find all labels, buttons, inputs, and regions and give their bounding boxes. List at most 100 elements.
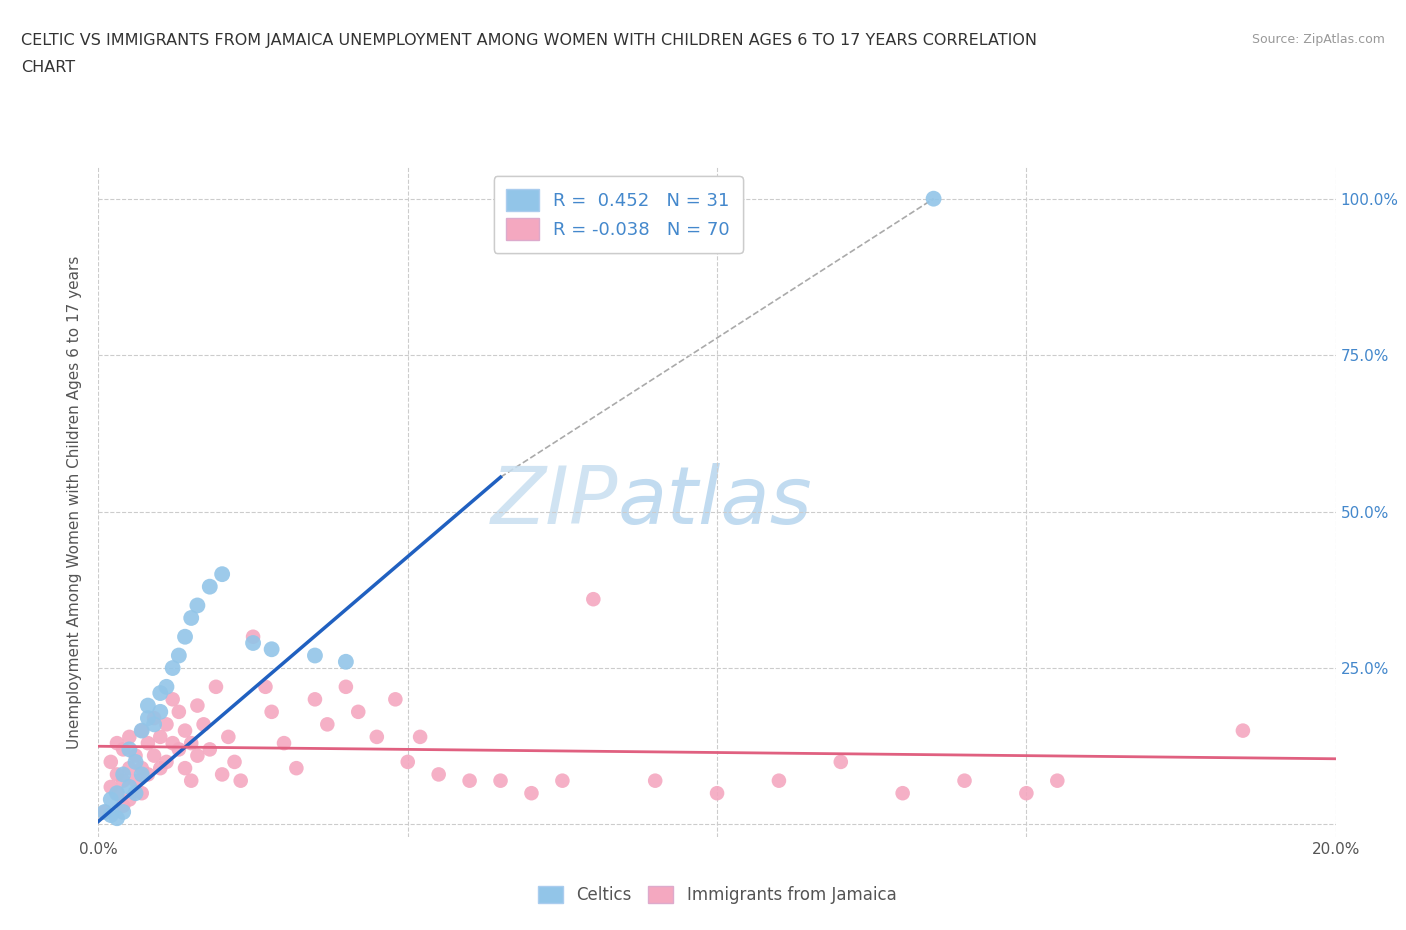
Point bbox=[149, 704, 172, 719]
Point bbox=[93, 804, 115, 819]
Point bbox=[131, 724, 153, 738]
Point bbox=[186, 698, 208, 713]
Point bbox=[458, 773, 481, 788]
Point bbox=[217, 729, 239, 744]
Point bbox=[124, 754, 146, 769]
Point bbox=[112, 742, 135, 757]
Point bbox=[242, 635, 264, 650]
Point bbox=[124, 773, 146, 788]
Point bbox=[93, 804, 115, 819]
Point bbox=[155, 680, 177, 695]
Point bbox=[366, 729, 388, 744]
Point bbox=[118, 779, 141, 794]
Point bbox=[118, 742, 141, 757]
Point bbox=[100, 807, 122, 822]
Legend: Celtics, Immigrants from Jamaica: Celtics, Immigrants from Jamaica bbox=[530, 878, 904, 912]
Point bbox=[136, 736, 159, 751]
Point bbox=[143, 717, 166, 732]
Point bbox=[211, 767, 233, 782]
Point bbox=[174, 630, 197, 644]
Point bbox=[174, 761, 197, 776]
Point bbox=[136, 698, 159, 713]
Point bbox=[260, 704, 283, 719]
Point bbox=[180, 773, 202, 788]
Point bbox=[100, 792, 122, 807]
Point bbox=[136, 767, 159, 782]
Point bbox=[409, 729, 432, 744]
Point bbox=[768, 773, 790, 788]
Point bbox=[100, 779, 122, 794]
Point bbox=[131, 786, 153, 801]
Point bbox=[167, 704, 190, 719]
Point bbox=[180, 610, 202, 625]
Point bbox=[131, 761, 153, 776]
Point bbox=[304, 648, 326, 663]
Point bbox=[229, 773, 252, 788]
Point bbox=[335, 680, 357, 695]
Legend: R =  0.452   N = 31, R = -0.038   N = 70: R = 0.452 N = 31, R = -0.038 N = 70 bbox=[494, 177, 742, 253]
Point bbox=[922, 192, 945, 206]
Text: ZIP: ZIP bbox=[491, 463, 619, 541]
Point bbox=[830, 754, 852, 769]
Point bbox=[347, 704, 370, 719]
Point bbox=[155, 717, 177, 732]
Point bbox=[105, 786, 128, 801]
Point bbox=[198, 742, 221, 757]
Text: CELTIC VS IMMIGRANTS FROM JAMAICA UNEMPLOYMENT AMONG WOMEN WITH CHILDREN AGES 6 : CELTIC VS IMMIGRANTS FROM JAMAICA UNEMPL… bbox=[21, 33, 1038, 47]
Point bbox=[149, 729, 172, 744]
Point bbox=[1015, 786, 1038, 801]
Point bbox=[112, 804, 135, 819]
Point bbox=[285, 761, 308, 776]
Point bbox=[143, 711, 166, 725]
Point bbox=[706, 786, 728, 801]
Point bbox=[105, 786, 128, 801]
Point bbox=[304, 692, 326, 707]
Text: Source: ZipAtlas.com: Source: ZipAtlas.com bbox=[1251, 33, 1385, 46]
Point bbox=[384, 692, 406, 707]
Point bbox=[105, 736, 128, 751]
Point bbox=[1046, 773, 1069, 788]
Point bbox=[149, 685, 172, 700]
Point bbox=[100, 754, 122, 769]
Point bbox=[260, 642, 283, 657]
Point bbox=[198, 579, 221, 594]
Point bbox=[224, 754, 246, 769]
Point bbox=[273, 736, 295, 751]
Point bbox=[167, 742, 190, 757]
Point bbox=[118, 792, 141, 807]
Point bbox=[112, 798, 135, 813]
Point bbox=[242, 630, 264, 644]
Y-axis label: Unemployment Among Women with Children Ages 6 to 17 years: Unemployment Among Women with Children A… bbox=[67, 256, 83, 749]
Point bbox=[891, 786, 914, 801]
Point bbox=[174, 724, 197, 738]
Point bbox=[162, 736, 184, 751]
Point bbox=[335, 655, 357, 670]
Point bbox=[211, 566, 233, 581]
Point bbox=[131, 767, 153, 782]
Point bbox=[105, 811, 128, 826]
Point bbox=[143, 749, 166, 764]
Point bbox=[1232, 724, 1254, 738]
Point bbox=[193, 717, 215, 732]
Point bbox=[254, 680, 277, 695]
Point bbox=[205, 680, 228, 695]
Point bbox=[149, 761, 172, 776]
Point bbox=[644, 773, 666, 788]
Text: CHART: CHART bbox=[21, 60, 75, 75]
Point bbox=[427, 767, 450, 782]
Point bbox=[105, 767, 128, 782]
Point bbox=[186, 598, 208, 613]
Point bbox=[112, 773, 135, 788]
Point bbox=[316, 717, 339, 732]
Point bbox=[396, 754, 419, 769]
Point bbox=[180, 736, 202, 751]
Point bbox=[162, 692, 184, 707]
Point bbox=[186, 749, 208, 764]
Point bbox=[162, 660, 184, 675]
Point bbox=[489, 773, 512, 788]
Point bbox=[136, 711, 159, 725]
Point bbox=[131, 724, 153, 738]
Point bbox=[953, 773, 976, 788]
Point bbox=[155, 754, 177, 769]
Point bbox=[124, 749, 146, 764]
